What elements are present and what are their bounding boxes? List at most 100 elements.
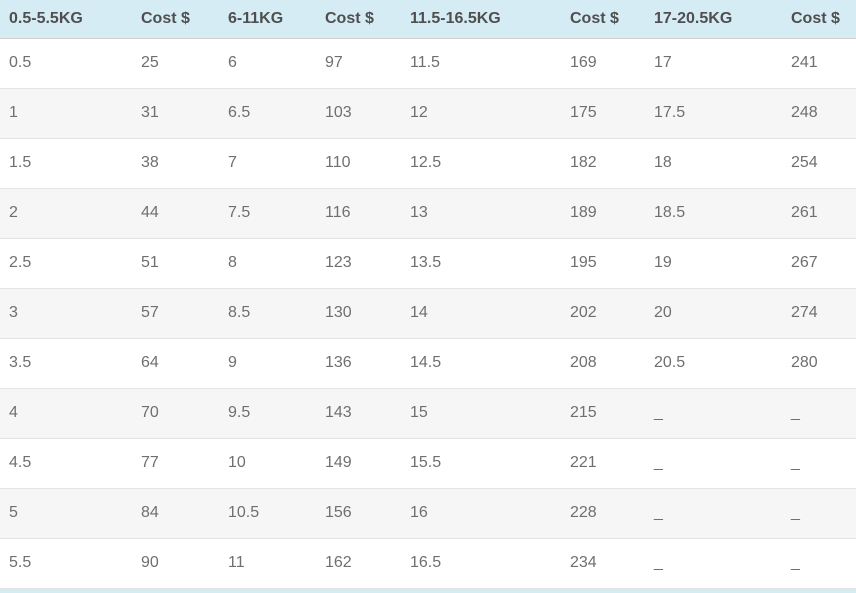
table-row: 4 70 9.5 143 15 215 _ _ (0, 387, 856, 438)
table-cell: 202 (561, 287, 645, 338)
table-cell: 18 (645, 137, 782, 188)
table-cell: 15 (401, 387, 561, 438)
table-cell: 274 (782, 287, 856, 338)
table-cell: 149 (316, 437, 401, 488)
table-cell: 7.5 (219, 187, 316, 238)
table-cell: 234 (561, 537, 645, 588)
table-cell: 0.5 (9, 54, 32, 71)
table-cell: 10.5 (219, 487, 316, 538)
table-cell: 123 (316, 237, 401, 288)
table-cell: 221 (561, 437, 645, 488)
table-cell: 228 (561, 487, 645, 538)
table-row: 0.5 25 6 97 11.5 169 17 241 (0, 38, 856, 88)
table-cell: 25 (141, 54, 159, 71)
column-header-weight-2: 6-11KG (219, 0, 316, 39)
table-cell: 6 (228, 54, 237, 71)
table-row: 1 31 6.5 103 12 175 17.5 248 (0, 87, 856, 138)
table-cell: 156 (316, 487, 401, 538)
column-header-weight-3: 11.5-16.5KG (401, 0, 561, 39)
table-cell: 208 (561, 337, 645, 388)
table-cell: 57 (132, 287, 219, 338)
table-row: 5 84 10.5 156 16 228 _ _ (0, 487, 856, 538)
table-cell: 20 (645, 287, 782, 338)
table-cell: 116 (316, 187, 401, 238)
table-cell: 19 (645, 237, 782, 288)
table-cell: 90 (132, 537, 219, 588)
table-cell: 215 (561, 387, 645, 438)
table-cell: 18.5 (645, 187, 782, 238)
table-header: 0.5-5.5KG Cost $ 6-11KG Cost $ 11.5-16.5… (0, 0, 856, 39)
table-row: 1.5 38 7 110 12.5 182 18 254 (0, 137, 856, 188)
column-header-cost-3: Cost $ (561, 0, 645, 39)
table-cell: 130 (316, 287, 401, 338)
table-cell: 195 (561, 237, 645, 288)
table-cell: 6.5 (219, 87, 316, 138)
table-cell: 8 (219, 237, 316, 288)
table-cell: 254 (782, 137, 856, 188)
table-cell: 44 (132, 187, 219, 238)
table-cell: 182 (561, 137, 645, 188)
table-cell: 2.5 (0, 237, 132, 288)
table-row: 3 57 8.5 130 14 202 20 274 (0, 287, 856, 338)
column-header-cost-1: Cost $ (132, 0, 219, 39)
column-header-cost-4: Cost $ (782, 0, 856, 39)
table-cell: 110 (316, 137, 401, 188)
table-cell: _ (782, 487, 856, 538)
table-cell: 11.5 (410, 54, 440, 71)
table-cell: 2 (0, 187, 132, 238)
table-cell: 7 (219, 137, 316, 188)
table-cell: _ (645, 437, 782, 488)
table-cell: 5 (0, 487, 132, 538)
table-cell: _ (782, 387, 856, 438)
table-row: 2.5 51 8 123 13.5 195 19 267 (0, 237, 856, 288)
table-row: 3.5 64 9 136 14.5 208 20.5 280 (0, 337, 856, 388)
table-cell: 70 (132, 387, 219, 438)
column-header-weight-4: 17-20.5KG (645, 0, 782, 39)
table-cell: 84 (132, 487, 219, 538)
table-cell: 3 (0, 287, 132, 338)
table-cell: 17.5 (645, 87, 782, 138)
table-cell: _ (782, 537, 856, 588)
table-cell: 64 (132, 337, 219, 388)
column-header-cost-2: Cost $ (316, 0, 401, 39)
table-cell: 169 (570, 54, 597, 71)
table-cell: 38 (132, 137, 219, 188)
table-cell: 14 (401, 287, 561, 338)
table-cell: 13.5 (401, 237, 561, 288)
column-header-weight-1: 0.5-5.5KG (0, 0, 132, 39)
header-row: 0.5-5.5KG Cost $ 6-11KG Cost $ 11.5-16.5… (0, 0, 856, 39)
table-cell: 8.5 (219, 287, 316, 338)
table-cell: 15.5 (401, 437, 561, 488)
table-cell: 248 (782, 87, 856, 138)
table-cell: 97 (325, 54, 343, 71)
table-cell: 4.5 (0, 437, 132, 488)
table-cell: 1 (0, 87, 132, 138)
table-cell: 4 (0, 387, 132, 438)
table-row: 5.5 90 11 162 16.5 234 _ _ (0, 537, 856, 588)
table-cell: _ (645, 487, 782, 538)
table-cell: 51 (132, 237, 219, 288)
table-body: 0.5 25 6 97 11.5 169 17 241 1 31 6.5 103 12 175 17.5 24… (0, 38, 856, 588)
table-cell: 261 (782, 187, 856, 238)
table-cell: 143 (316, 387, 401, 438)
table-cell: 10 (219, 437, 316, 488)
table-cell: 77 (132, 437, 219, 488)
table-cell: 136 (316, 337, 401, 388)
table-cell: 31 (132, 87, 219, 138)
table-cell: 14.5 (401, 337, 561, 388)
table-cell: 267 (782, 237, 856, 288)
table-cell: 175 (561, 87, 645, 138)
table-cell: 17 (654, 54, 672, 71)
table-cell: 9 (219, 337, 316, 388)
table-cell: 280 (782, 337, 856, 388)
table-cell: _ (782, 437, 856, 488)
table-cell: 11 (219, 537, 316, 588)
table-cell: 13 (401, 187, 561, 238)
table-cell: _ (645, 387, 782, 438)
table-row: 4.5 77 10 149 15.5 221 _ _ (0, 437, 856, 488)
table-cell: _ (645, 537, 782, 588)
table-cell: 16 (401, 487, 561, 538)
table-cell: 3.5 (0, 337, 132, 388)
